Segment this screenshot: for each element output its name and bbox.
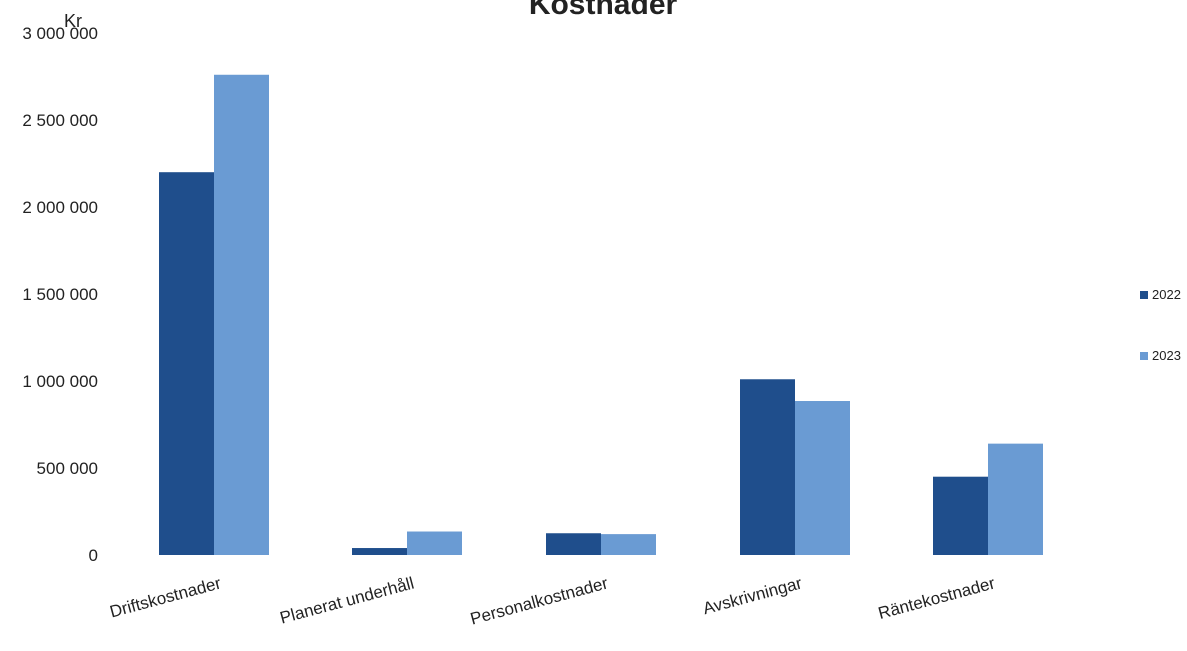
- bar-2022-2: [546, 533, 601, 555]
- x-axis-category-labels: Driftskostnader Planerat underhåll Persona…: [108, 573, 998, 628]
- legend: 2022 2023: [1140, 287, 1181, 363]
- legend-swatch-2022: [1140, 291, 1148, 299]
- y-tick-label: 0: [89, 546, 98, 565]
- bar-2023-2: [601, 534, 656, 555]
- bar-2023-0: [214, 74, 269, 555]
- bars: [159, 74, 1043, 555]
- bar-2022-3: [740, 379, 795, 555]
- bar-2022-1: [352, 548, 407, 555]
- y-tick-label: 2 500 000: [22, 111, 98, 130]
- y-tick-label: 1 500 000: [22, 285, 98, 304]
- x-category-label: Driftskostnader: [108, 573, 224, 621]
- chart-title: Kostnader: [529, 0, 678, 21]
- legend-label: 2023: [1152, 348, 1181, 363]
- bar-2022-0: [159, 172, 214, 555]
- bar-2023-3: [795, 401, 850, 555]
- x-category-label: Avskrivningar: [701, 573, 805, 618]
- legend-swatch-2023: [1140, 352, 1148, 360]
- y-axis-ticks: 0 500 000 1 000 000 1 500 000 2 000 000 2 500…: [22, 24, 98, 565]
- y-axis-unit-label: Kr: [64, 11, 82, 31]
- legend-label: 2022: [1152, 287, 1181, 302]
- y-tick-label: 3 000 000: [22, 24, 98, 43]
- bar-2023-4: [988, 443, 1043, 555]
- y-tick-label: 1 000 000: [22, 372, 98, 391]
- x-category-label: Planerat underhåll: [278, 574, 416, 628]
- bar-2023-1: [407, 531, 462, 555]
- y-tick-label: 2 000 000: [22, 198, 98, 217]
- y-tick-label: 500 000: [37, 459, 98, 478]
- bar-2022-4: [933, 476, 988, 555]
- x-category-label: Personalkostnader: [468, 573, 610, 628]
- x-category-label: Räntekostnader: [876, 573, 997, 623]
